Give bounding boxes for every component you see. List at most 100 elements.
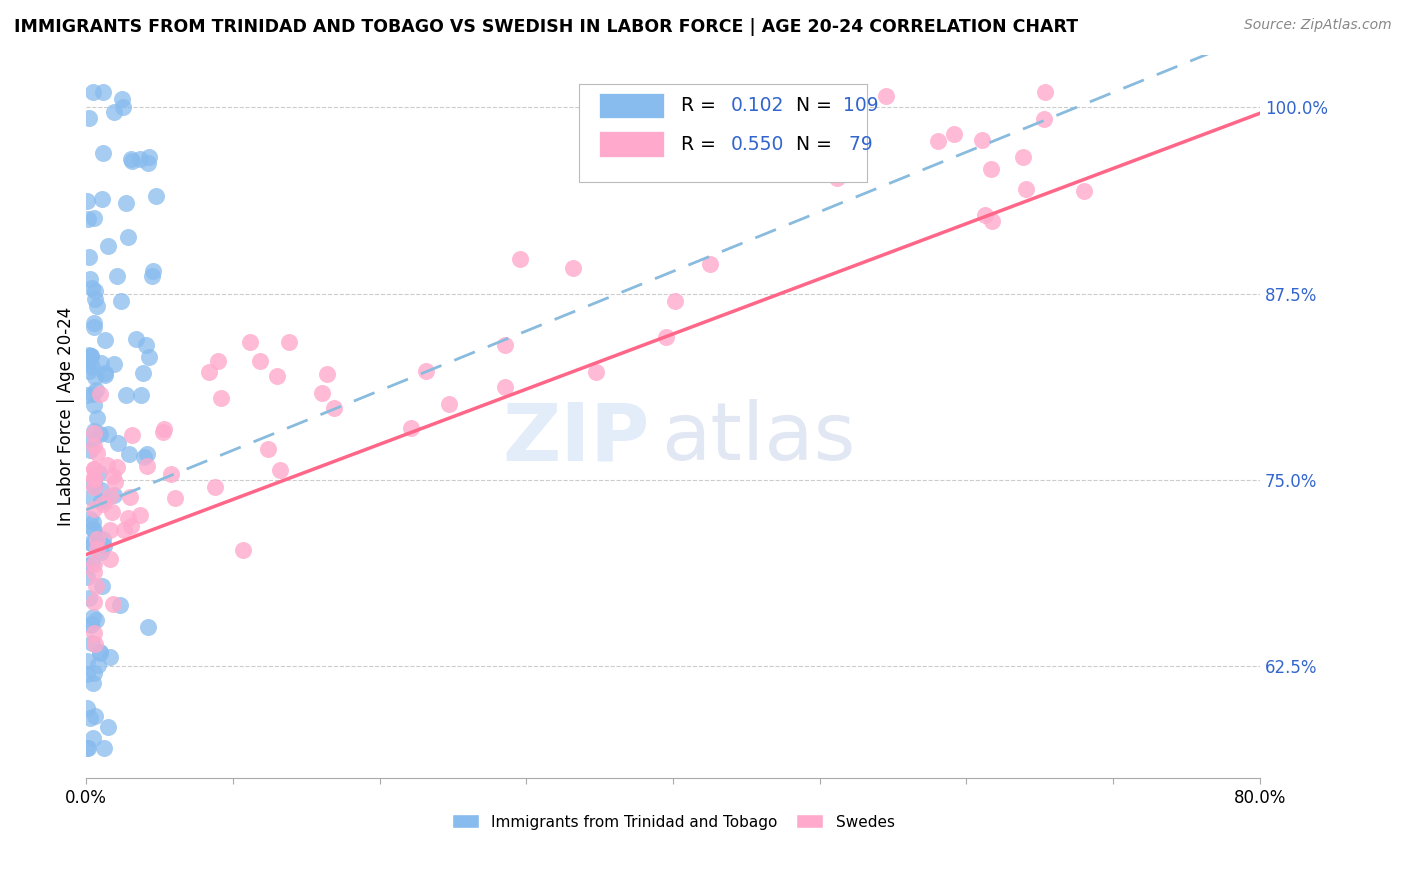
Point [83, 439, 105, 453]
Point [83, 320, 105, 334]
Point [83, 666, 105, 681]
Point [875, 88, 897, 103]
Point [83, 637, 105, 651]
Point [129, 387, 152, 401]
Point [655, 329, 678, 343]
Point [97, 426, 120, 441]
Point [415, 364, 437, 378]
Point [80, 556, 103, 570]
Point [77, 591, 100, 605]
Point [105, 460, 128, 475]
Point [86, 541, 108, 556]
Point [97, 239, 120, 253]
Text: R =: R = [682, 135, 723, 153]
Point [80, 616, 103, 631]
Point [110, 294, 132, 309]
Point [84, 579, 107, 593]
Point [91, 192, 114, 206]
Text: atlas: atlas [661, 400, 856, 477]
Point [83, 211, 105, 225]
Point [77, 111, 100, 125]
Point [118, 448, 141, 462]
Point [79, 272, 101, 286]
Point [269, 463, 291, 477]
Point [82, 386, 104, 401]
Point [103, 597, 125, 611]
Point [79, 710, 101, 724]
Point [84, 383, 107, 397]
Point [141, 269, 163, 284]
Point [91, 532, 114, 546]
Point [87, 657, 110, 672]
Point [86, 533, 108, 547]
Point [89, 531, 111, 545]
Point [439, 397, 461, 411]
Point [112, 523, 135, 537]
Point [827, 171, 849, 186]
Point [89, 645, 111, 659]
Point [76, 741, 98, 756]
Point [77, 211, 100, 226]
Text: Source: ZipAtlas.com: Source: ZipAtlas.com [1244, 18, 1392, 32]
Point [118, 490, 141, 504]
Point [79, 364, 101, 378]
Point [89, 646, 111, 660]
Point [91, 497, 114, 511]
Point [93, 539, 115, 553]
Point [89, 387, 111, 401]
Point [83, 557, 105, 571]
Point [82, 731, 104, 745]
Point [77, 250, 100, 264]
Point [82, 522, 104, 536]
Text: N =: N = [796, 135, 838, 153]
Point [94, 334, 117, 348]
Point [117, 229, 139, 244]
Point [83, 480, 105, 494]
Point [77, 354, 100, 368]
FancyBboxPatch shape [599, 93, 664, 119]
Point [135, 447, 157, 461]
Point [1033, 112, 1056, 126]
Point [86, 446, 108, 460]
Point [83, 398, 105, 412]
Point [89, 426, 111, 441]
Point [207, 354, 229, 368]
Point [84, 292, 107, 306]
Point [114, 195, 136, 210]
Point [98, 649, 121, 664]
Point [111, 100, 134, 114]
Point [83, 472, 105, 486]
Point [159, 467, 181, 481]
Point [152, 422, 174, 436]
Point [76, 388, 98, 402]
Point [120, 519, 142, 533]
Text: N =: N = [796, 96, 838, 115]
Point [83, 316, 105, 330]
Point [80, 359, 103, 374]
Point [111, 92, 134, 106]
Point [257, 442, 280, 457]
Point [83, 501, 105, 516]
Point [101, 469, 124, 483]
Point [84, 370, 107, 384]
Point [209, 391, 232, 405]
Point [105, 269, 128, 284]
Point [311, 386, 333, 401]
Point [83, 566, 105, 580]
Point [93, 146, 115, 161]
Point [82, 515, 104, 529]
Point [83, 479, 105, 493]
Point [83, 474, 105, 488]
Point [681, 86, 703, 100]
Point [77, 558, 100, 573]
Point [204, 480, 226, 494]
Point [97, 720, 120, 734]
Point [135, 338, 157, 352]
Point [316, 367, 339, 381]
Point [98, 490, 121, 504]
Point [82, 432, 104, 446]
Point [128, 508, 150, 523]
Point [136, 156, 159, 170]
Point [128, 153, 150, 167]
Point [104, 475, 127, 490]
